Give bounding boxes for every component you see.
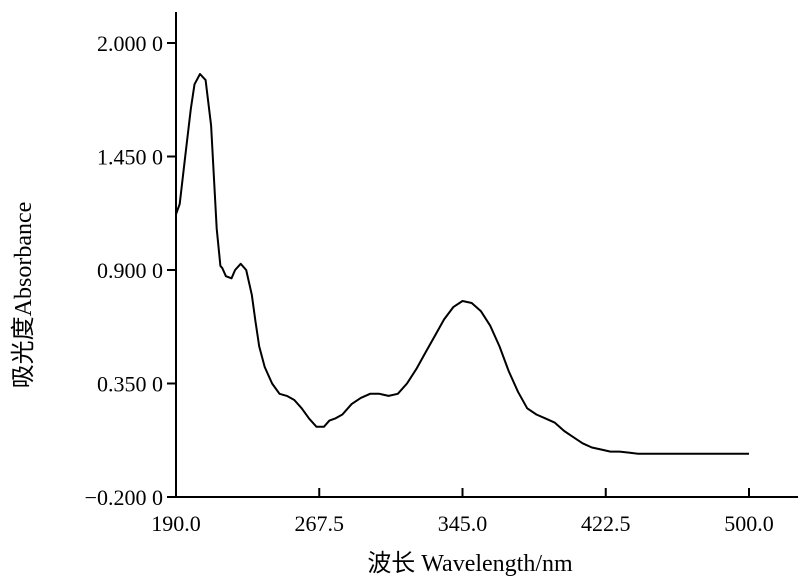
y-tick-label: 0.900 0	[97, 258, 163, 283]
y-tick-label: 0.350 0	[97, 372, 163, 397]
y-axis-title: 吸光度Absorbance	[10, 202, 37, 389]
absorbance-series-line	[175, 73, 749, 455]
x-axis-ticks: 190.0 267.5 345.0 422.5 500.0	[151, 488, 774, 536]
x-tick-label: 500.0	[724, 511, 774, 536]
x-axis-title: 波长 Wavelength/nm	[367, 550, 573, 577]
y-tick-label: 1.450 0	[97, 145, 163, 170]
x-tick-label: 422.5	[581, 511, 631, 536]
x-tick-label: 267.5	[295, 511, 345, 536]
y-tick-label: −0.200 0	[85, 485, 163, 510]
y-tick-label: 2.000 0	[97, 31, 163, 56]
y-axis-ticks: −0.200 0 0.350 0 0.900 0 1.450 0 2.000 0	[85, 31, 176, 510]
x-tick-label: 345.0	[438, 511, 488, 536]
x-tick-label: 190.0	[151, 511, 201, 536]
